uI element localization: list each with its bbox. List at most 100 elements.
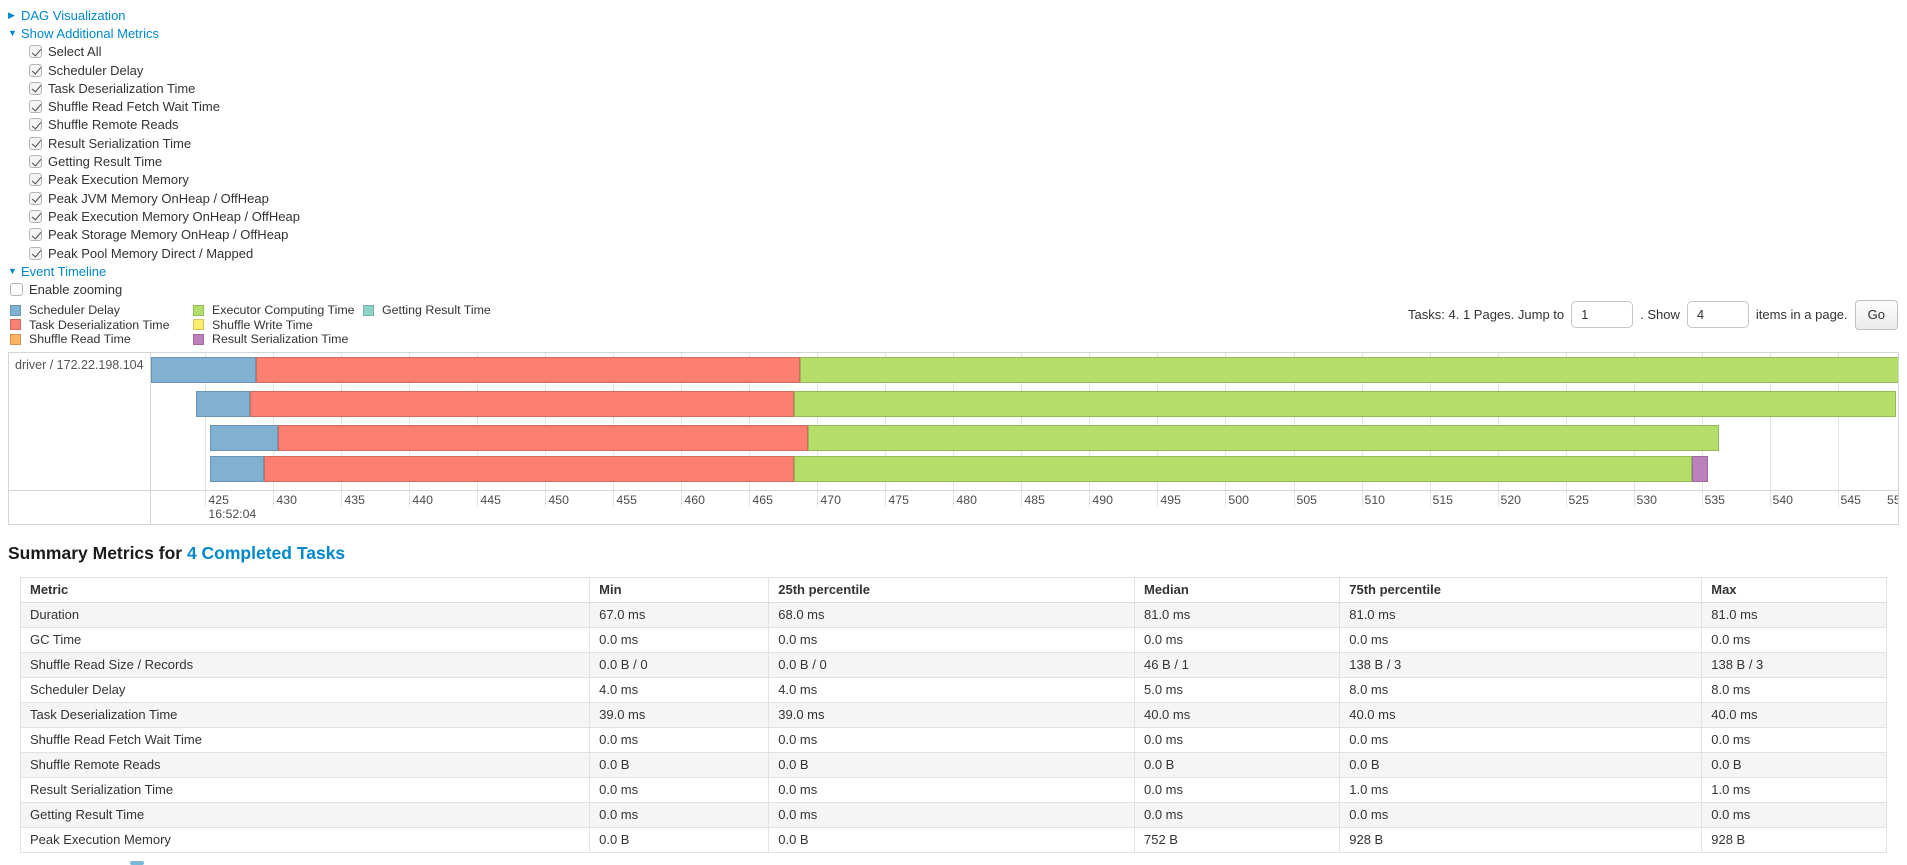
timeline-legend-row: Scheduler Delay Task Deserialization Time… [0, 299, 1907, 352]
metric-value-cell: 0.0 B [768, 826, 1135, 853]
timeline-tick-label: 550 [1887, 492, 1898, 507]
metric-value-cell: 39.0 ms [768, 701, 1135, 728]
metric-checkbox-1[interactable] [29, 63, 42, 77]
column-header: Min [589, 576, 770, 603]
metric-value-cell: 0.0 ms [1133, 626, 1341, 653]
metric-value-cell: 0.0 B [589, 826, 770, 853]
shuffle-write-swatch-icon [193, 319, 204, 331]
metric-checkbox-7[interactable] [29, 173, 42, 187]
metric-checkbox-3[interactable] [29, 100, 42, 114]
metric-value-cell: 81.0 ms [1339, 601, 1703, 628]
metric-value-cell: 67.0 ms [589, 601, 770, 628]
metric-checkbox-11[interactable] [29, 246, 42, 260]
event-timeline-toggle[interactable]: ▼ Event Timeline [8, 262, 1907, 280]
legend-label: Scheduler Delay [29, 303, 120, 318]
legend-item-result-serialization: Result Serialization Time [193, 332, 355, 347]
metric-value-cell: 0.0 ms [589, 726, 770, 753]
column-header: Metric [19, 576, 591, 603]
summary-metrics-heading: Summary Metrics for 4 Completed Tasks [8, 543, 1907, 564]
timeline-plot: 425 16:52:04 430 435 440 445 450 455 460 465 470 47… [151, 352, 1898, 524]
table-row: Shuffle Read Fetch Wait Time 0.0 ms 0.0 ms… [19, 726, 1887, 753]
metric-name-cell: GC Time [19, 626, 591, 653]
timeline-executor-label: driver / 172.22.198.104 [9, 352, 151, 524]
legend-item-shuffle-write: Shuffle Write Time [193, 317, 355, 332]
table-row: Duration 67.0 ms 68.0 ms 81.0 ms 81.0 ms 81.0… [19, 601, 1887, 628]
timeline-tick-label: 515 [1432, 492, 1454, 507]
jump-to-page-input[interactable] [1571, 301, 1634, 329]
column-header: 75th percentile [1339, 576, 1703, 603]
metric-checkbox-8[interactable] [29, 191, 42, 205]
metric-value-cell: 1.0 ms [1701, 776, 1887, 803]
metric-checkbox-label: Peak JVM Memory OnHeap / OffHeap [48, 190, 269, 206]
metric-value-cell: 0.0 B [1339, 751, 1703, 778]
metric-value-cell: 0.0 B [589, 751, 770, 778]
task-0-scheduler-delay-bar [151, 356, 256, 383]
metric-value-cell: 138 B / 3 [1339, 651, 1703, 678]
metric-value-cell: 0.0 ms [1339, 801, 1703, 828]
metric-value-cell: 0.0 ms [1339, 726, 1703, 753]
column-header: Median [1133, 576, 1341, 603]
metric-checkbox-label: Select All [48, 44, 102, 60]
show-additional-metrics-toggle[interactable]: ▼ Show Additional Metrics [8, 24, 1907, 42]
metric-value-cell: 0.0 B / 0 [589, 651, 770, 678]
completed-tasks-link[interactable]: 4 Completed Tasks [186, 542, 346, 563]
metric-value-cell: 68.0 ms [768, 601, 1135, 628]
task-2-scheduler-delay-bar [209, 424, 278, 451]
items-per-page-input[interactable] [1686, 301, 1749, 329]
metric-checkbox-10[interactable] [29, 228, 42, 242]
metric-checkbox-9[interactable] [29, 209, 42, 223]
table-row: Result Serialization Time 0.0 ms 0.0 ms 0.0… [19, 776, 1887, 803]
metric-checkbox-0[interactable] [29, 45, 42, 59]
metric-value-cell: 8.0 ms [1339, 676, 1703, 703]
collapsed-arrow-icon: ▶ [8, 9, 15, 20]
timeline-tick-label: 465 [752, 492, 773, 507]
metric-checkbox-row: Peak Pool Memory Direct / Mapped [8, 244, 1907, 262]
timeline-tick-label: 450 [548, 492, 569, 507]
metric-checkbox-label: Peak Storage Memory OnHeap / OffHeap [48, 227, 289, 243]
dag-visualization-link[interactable]: DAG Visualization [21, 7, 126, 23]
go-button[interactable]: Go [1854, 299, 1898, 330]
enable-zooming-checkbox[interactable] [10, 283, 23, 297]
task-pagination: Tasks: 4. 1 Pages. Jump to . Show items … [1408, 299, 1898, 330]
task-3-executor-computing-bar [794, 455, 1692, 482]
metric-checkbox-label: Getting Result Time [48, 154, 163, 170]
column-header: 25th percentile [768, 576, 1135, 603]
metric-checkbox-2[interactable] [29, 81, 42, 95]
event-timeline-link[interactable]: Event Timeline [21, 263, 107, 279]
timeline-tick-label: 490 [1092, 492, 1113, 507]
stage-detail-controls: ▶ DAG Visualization ▼ Show Additional Me… [0, 0, 1907, 299]
metric-value-cell: 40.0 ms [1701, 701, 1887, 728]
metric-value-cell: 0.0 B [768, 751, 1135, 778]
metric-checkbox-label: Peak Execution Memory OnHeap / OffHeap [48, 208, 300, 224]
timeline-gridline [1769, 352, 1771, 507]
metric-value-cell: 0.0 ms [768, 626, 1135, 653]
task-3-result-serialization-bar [1692, 455, 1709, 482]
expanded-arrow-icon: ▼ [8, 28, 17, 39]
metric-name-cell: Shuffle Remote Reads [19, 751, 591, 778]
metric-checkbox-4[interactable] [29, 118, 42, 132]
dag-visualization-toggle[interactable]: ▶ DAG Visualization [8, 6, 1907, 24]
legend-item-getting-result: Getting Result Time [363, 303, 491, 318]
enable-zooming-label: Enable zooming [29, 282, 123, 298]
show-additional-metrics-link[interactable]: Show Additional Metrics [21, 25, 160, 41]
metric-checkbox-5[interactable] [29, 136, 42, 150]
timeline-gridline [1837, 352, 1839, 507]
metric-value-cell: 4.0 ms [589, 676, 770, 703]
metric-checkbox-label: Shuffle Remote Reads [48, 117, 179, 133]
metric-checkbox-6[interactable] [29, 155, 42, 169]
metric-value-cell: 40.0 ms [1339, 701, 1703, 728]
metric-value-cell: 5.0 ms [1133, 676, 1341, 703]
metric-value-cell: 0.0 ms [1701, 801, 1887, 828]
metric-name-cell: Shuffle Read Size / Records [19, 651, 591, 678]
metric-checkbox-label: Shuffle Read Fetch Wait Time [48, 99, 220, 115]
scheduler-delay-swatch-icon [10, 304, 21, 316]
metric-checkbox-row: Peak Storage Memory OnHeap / OffHeap [8, 226, 1907, 244]
legend-item-task-deserialization: Task Deserialization Time [10, 317, 169, 332]
timeline-tick-label: 495 [1160, 492, 1181, 507]
legend-item-executor-computing: Executor Computing Time [193, 303, 355, 318]
metric-checkbox-row: Shuffle Read Fetch Wait Time [8, 97, 1907, 115]
metric-value-cell: 8.0 ms [1701, 676, 1887, 703]
timeline-tick-label: 530 [1636, 492, 1658, 507]
metric-value-cell: 0.0 ms [1133, 776, 1341, 803]
legend-column: Executor Computing Time Shuffle Write Tim… [193, 303, 355, 347]
